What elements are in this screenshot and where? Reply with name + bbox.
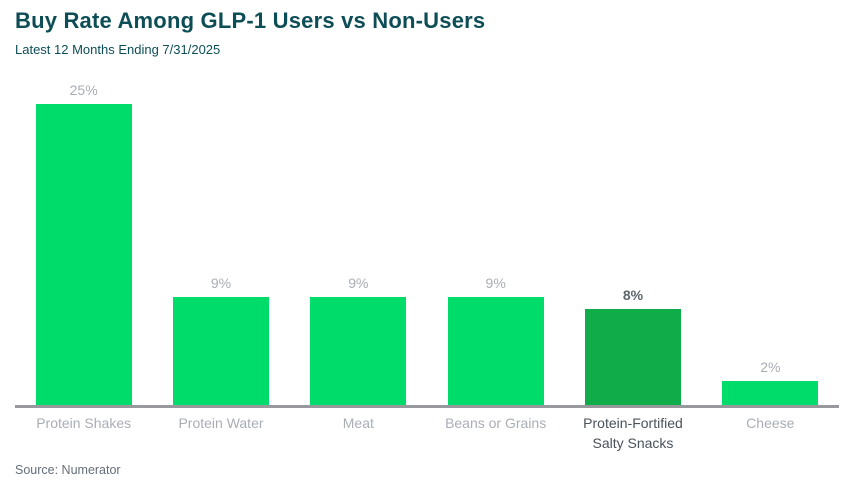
source-note: Source: Numerator [15,463,121,477]
category-label: Protein Water [178,415,264,431]
bar-column: 25% [15,82,152,405]
chart-subtitle: Latest 12 Months Ending 7/31/2025 [15,42,221,57]
bar-column: 9% [290,85,427,405]
bar-value-label: 9% [348,275,369,291]
category-label: Protein Shakes [36,415,132,431]
bar-column: 2% [702,85,839,405]
bar-column: 9% [152,85,289,405]
category-label: Meat [342,415,374,431]
category-label: Beans or Grains [445,415,547,431]
bar [722,381,819,405]
chart-title: Buy Rate Among GLP-1 Users vs Non-Users [15,8,486,33]
plot-area: 25% 9% 9% 9% 8% 2% [15,82,839,405]
category-labels-row: Protein Shakes Protein Water Meat Beans or … [15,414,839,453]
bar-column: 9% [427,85,564,405]
bar-value-label: 2% [760,359,781,375]
bar-column: 8% [564,85,701,405]
category-label: Protein-Fortified Salty Snacks [583,415,683,451]
bar-value-label: 9% [485,275,506,291]
bar [584,309,681,405]
bar-value-label: 8% [622,287,644,303]
x-axis-line [15,405,839,408]
bar-value-label: 9% [210,275,232,291]
category-label: Cheese [746,415,795,431]
bar-value-label: 25% [69,82,98,98]
bar [172,297,269,405]
bar-chart: 25% 9% 9% 9% 8% 2% Protein Shakes Protein Wate… [15,82,839,453]
bar [447,297,544,405]
bar [35,104,132,405]
bar [310,297,407,405]
